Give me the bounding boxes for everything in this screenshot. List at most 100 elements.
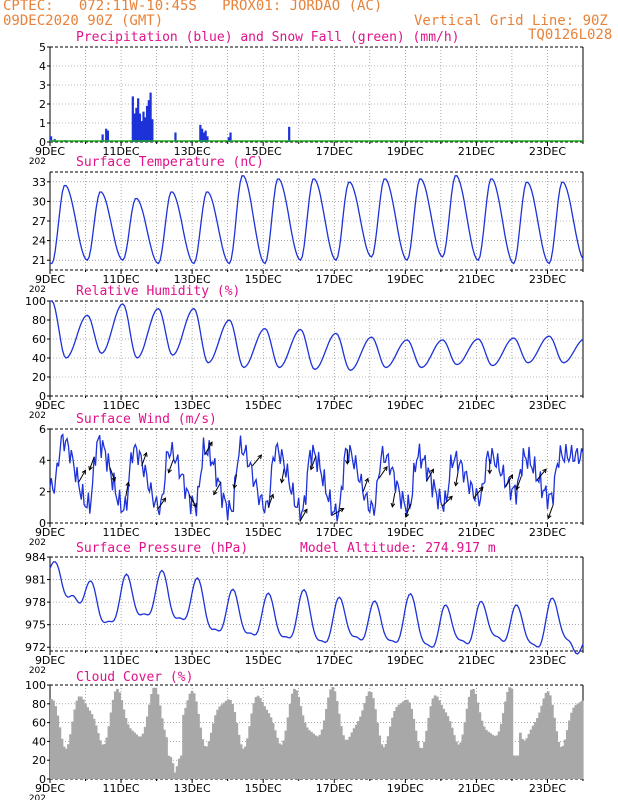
wind-arrow-head xyxy=(339,507,345,513)
model-altitude-label: Model Altitude: 274.917 m xyxy=(300,541,496,556)
y-tick-label: 21 xyxy=(32,254,46,267)
cloud-cover-bar xyxy=(314,735,318,779)
x-tick-label: 23DEC xyxy=(529,654,566,667)
cloud-cover-bar xyxy=(86,707,89,779)
cloud-cover-bar xyxy=(171,763,175,779)
cloud-cover-bar xyxy=(94,725,98,779)
wind-arrow-head xyxy=(383,465,388,471)
x-tick-label: 21DEC xyxy=(458,145,495,158)
cloud-cover-bar xyxy=(273,730,277,779)
cloud-cover-bar xyxy=(50,698,53,779)
x-tick-label: 23DEC xyxy=(529,273,566,286)
cloud-cover-bar xyxy=(301,715,305,779)
cloud-cover-bar xyxy=(188,693,192,779)
cloud-cover-bar xyxy=(239,744,243,779)
x-tick-label: 15DEC xyxy=(245,654,282,667)
cloud-cover-bar xyxy=(77,696,81,779)
cloud-cover-bar xyxy=(457,744,460,779)
y-tick-label: 100 xyxy=(25,679,46,692)
cloud-cover-bar xyxy=(414,730,418,779)
x-tick-label: 15DEC xyxy=(245,273,282,286)
y-tick-label: 40 xyxy=(32,735,46,748)
cloud-cover-bar xyxy=(374,709,377,779)
cloud-cover-bar xyxy=(580,700,584,779)
cloud-cover-bar xyxy=(52,700,55,779)
precip-bar xyxy=(288,126,291,142)
wind-arrow xyxy=(536,468,547,481)
cloud-cover-bar xyxy=(233,711,237,779)
cloud-cover-bar xyxy=(342,735,345,779)
cloud-cover-bar xyxy=(337,713,341,779)
cloud-cover-bar xyxy=(459,742,463,779)
cloud-cover-bar xyxy=(231,704,234,779)
cloud-cover-bar xyxy=(521,739,524,779)
cloud-cover-bar xyxy=(109,712,113,779)
cloud-cover-bar xyxy=(180,755,183,779)
x-tick-label: 23DEC xyxy=(529,782,566,795)
cloud-cover-bar xyxy=(250,713,254,779)
cloud-cover-bar xyxy=(184,707,188,779)
cloud-cover-bar xyxy=(427,717,431,779)
cloud-cover-bar xyxy=(263,706,266,779)
cloud-cover-bar xyxy=(497,731,501,779)
cloud-cover-bar xyxy=(192,693,196,779)
x-year-label: 202 xyxy=(29,538,46,548)
precip-bar xyxy=(174,132,177,142)
cloud-cover-bar xyxy=(346,739,350,779)
cloud-cover-bar xyxy=(54,706,57,779)
cloud-cover-bar xyxy=(348,736,352,779)
cloud-cover-bar xyxy=(133,732,136,779)
cloud-cover-bar xyxy=(399,703,403,779)
cloud-cover-bar xyxy=(88,710,92,779)
panel-5-axes: 972 975 978 981 984 9DEC 11DEC 13DEC 15DEC 17DEC 1… xyxy=(25,551,584,676)
cloud-cover-bar xyxy=(137,736,141,779)
cloud-cover-bar xyxy=(118,692,121,779)
precip-panel-title: Precipitation (blue) and Snow Fall (gree… xyxy=(76,30,460,45)
x-tick-label: 17DEC xyxy=(316,654,353,667)
wind-arrow-head xyxy=(453,481,459,487)
precip-bar xyxy=(138,113,142,142)
precip-bar xyxy=(147,100,150,142)
wind-arrow xyxy=(213,482,222,495)
y-tick-label: 80 xyxy=(32,698,46,711)
cloud-cover-bar xyxy=(79,696,83,779)
cloud-cover-bar xyxy=(393,711,396,779)
precip-bar xyxy=(151,119,154,142)
cloud-cover-bar xyxy=(514,755,518,779)
cloud-cover-bar xyxy=(293,688,296,779)
cloud-cover-bar xyxy=(487,731,490,779)
cloud-cover-bar xyxy=(235,723,239,779)
x-year-label: 202 xyxy=(29,794,46,800)
cloud-cover-bar xyxy=(508,687,512,779)
cloud-cover-bar xyxy=(461,734,465,779)
cloud-cover-bar xyxy=(307,730,311,779)
y-tick-label: 100 xyxy=(25,295,46,308)
cloud-cover-bar xyxy=(555,731,559,779)
wind-arrow-head xyxy=(309,465,315,471)
cloud-cover-bar xyxy=(329,689,333,779)
cloud-cover-bar xyxy=(401,701,405,779)
cloud-cover-bar xyxy=(333,691,337,779)
x-tick-label: 13DEC xyxy=(174,654,211,667)
precip-bar xyxy=(201,128,204,142)
wind-arrow xyxy=(125,482,129,497)
cloud-cover-bar xyxy=(205,746,209,779)
cloud-cover-bar xyxy=(506,691,509,779)
cloud-cover-bar xyxy=(216,709,220,779)
x-tick-label: 21DEC xyxy=(458,782,495,795)
cloud-cover-bar xyxy=(226,699,230,779)
pressure-panel-title: Surface Pressure (hPa) xyxy=(76,541,249,556)
y-tick-label: 981 xyxy=(25,574,46,587)
wind-arrow-head xyxy=(125,481,131,487)
cloud-cover-bar xyxy=(64,748,68,779)
cloud-cover-bar xyxy=(572,707,576,779)
panel-1-axes: 0 1 2 3 4 5 9DEC 11DEC 13DEC 15DEC 17DEC 19DEC 21DEC… xyxy=(29,41,584,167)
x-year-label: 202 xyxy=(29,666,46,676)
x-tick-label: 15DEC xyxy=(245,145,282,158)
cloud-cover-bar xyxy=(491,734,495,779)
y-tick-label: 4 xyxy=(39,454,46,467)
cloud-cover-bar xyxy=(369,691,373,779)
cloud-cover-bar xyxy=(148,704,151,779)
wind-arrow xyxy=(331,508,344,516)
